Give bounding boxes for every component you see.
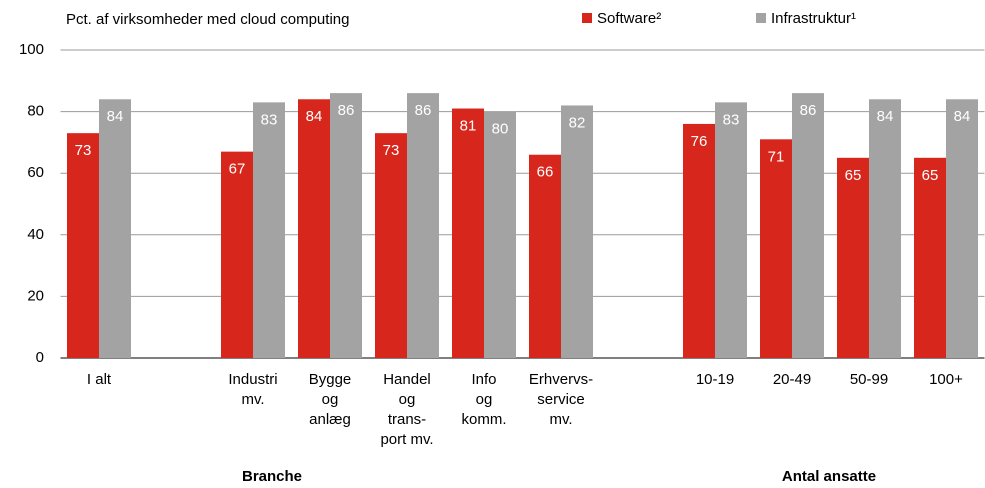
- x-tick-label: mv.: [241, 391, 264, 408]
- bar: [792, 93, 824, 359]
- value-label: 83: [723, 111, 740, 128]
- x-tick-label: port mv.: [380, 431, 433, 448]
- x-tick-label: anlæg: [309, 411, 351, 428]
- chart-title: Pct. af virksomheder med cloud computing: [66, 11, 349, 28]
- value-label: 71: [768, 148, 785, 165]
- bar: [253, 102, 285, 358]
- bar: [869, 99, 901, 358]
- value-label: 73: [383, 142, 400, 159]
- y-tick-label: 20: [27, 287, 44, 304]
- value-label: 86: [800, 102, 817, 119]
- value-label: 73: [75, 142, 92, 159]
- x-tick-label: 10-19: [696, 371, 734, 388]
- bar: [529, 154, 561, 358]
- bar: [760, 139, 792, 358]
- y-tick-label: 100: [19, 41, 44, 58]
- legend-label: Software²: [597, 10, 661, 27]
- x-tick-label: Handel: [383, 371, 431, 388]
- bar: [99, 99, 131, 358]
- bar: [407, 93, 439, 359]
- group-label: Antal ansatte: [782, 468, 876, 485]
- x-tick-label: trans-: [388, 411, 426, 428]
- value-label: 86: [415, 102, 432, 119]
- x-tick-label: og: [476, 391, 493, 408]
- y-tick-label: 60: [27, 164, 44, 181]
- value-label: 84: [107, 108, 124, 125]
- bar: [330, 93, 362, 359]
- bar: [715, 102, 747, 358]
- bar: [914, 157, 946, 358]
- value-label: 83: [261, 111, 278, 128]
- x-tick-label: Erhvervs-: [529, 371, 593, 388]
- x-tick-label: Industri: [228, 371, 277, 388]
- x-tick-label: I alt: [87, 371, 112, 388]
- value-label: 84: [954, 108, 971, 125]
- y-tick-label: 80: [27, 103, 44, 120]
- bar: [298, 99, 330, 358]
- group-label: Branche: [242, 468, 302, 485]
- legend-swatch: [582, 13, 592, 23]
- x-tick-label: mv.: [549, 411, 572, 428]
- value-label: 66: [537, 164, 554, 181]
- value-label: 84: [306, 108, 323, 125]
- bar: [221, 151, 253, 358]
- x-tick-label: 100+: [929, 371, 963, 388]
- y-tick-label: 0: [36, 349, 44, 366]
- y-tick-label: 40: [27, 226, 44, 243]
- legend-swatch: [756, 13, 766, 23]
- x-tick-label: og: [322, 391, 339, 408]
- x-tick-label: Info: [471, 371, 496, 388]
- value-label: 84: [877, 108, 894, 125]
- x-tick-label: og: [399, 391, 416, 408]
- x-tick-label: Bygge: [309, 371, 352, 388]
- bar: [375, 133, 407, 358]
- bar: [452, 108, 484, 359]
- value-label: 80: [492, 121, 509, 138]
- value-label: 81: [460, 117, 477, 134]
- x-tick-label: 20-49: [773, 371, 811, 388]
- bar: [946, 99, 978, 358]
- bar: [683, 123, 715, 358]
- x-tick-label: 50-99: [850, 371, 888, 388]
- value-label: 86: [338, 102, 355, 119]
- bar: [561, 105, 593, 358]
- value-label: 67: [229, 161, 246, 178]
- value-label: 82: [569, 114, 586, 131]
- value-label: 65: [922, 167, 939, 184]
- value-label: 65: [845, 167, 862, 184]
- bar: [837, 157, 869, 358]
- x-tick-label: service: [537, 391, 585, 408]
- x-tick-label: komm.: [462, 411, 507, 428]
- bar: [484, 111, 516, 358]
- bar: [67, 133, 99, 358]
- value-label: 76: [691, 133, 708, 150]
- legend-label: Infrastruktur¹: [771, 10, 856, 27]
